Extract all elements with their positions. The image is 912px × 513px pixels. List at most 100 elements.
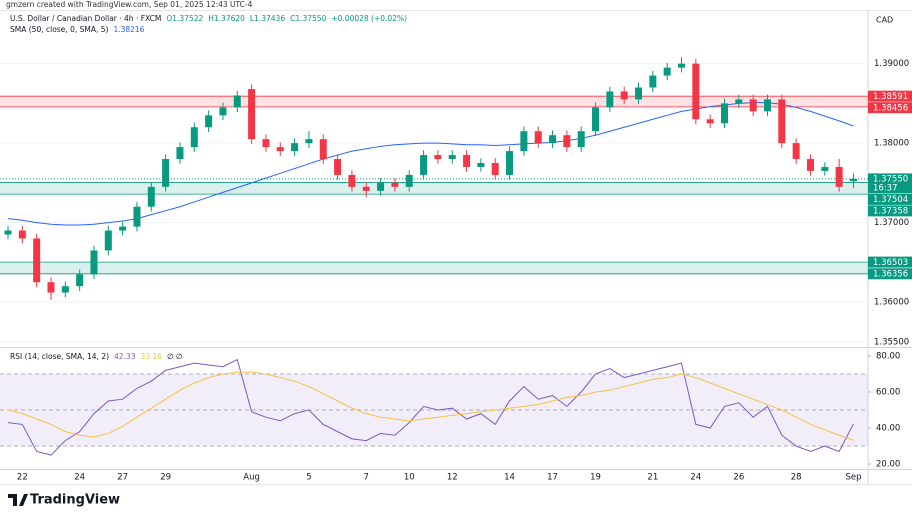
candle-body [18, 230, 26, 239]
y-tick-label: 1.37000 [874, 218, 909, 228]
price-label-bg [868, 205, 912, 217]
candle-body [305, 139, 313, 144]
candle-body [434, 155, 442, 160]
candle-body [176, 147, 184, 160]
candle-body [133, 206, 141, 227]
legend-text: 33.16 [141, 352, 163, 361]
price-label: 1.36503 [873, 258, 908, 268]
y-tick-label: 1.39000 [874, 59, 909, 69]
x-tick-label: 7 [364, 473, 369, 483]
candle-body [849, 178, 857, 182]
x-tick-label: Sep [845, 473, 861, 483]
candle-body [233, 95, 241, 108]
candle-body [362, 186, 370, 191]
candle-body [162, 159, 170, 187]
brand: TradingView [30, 493, 120, 508]
legend-text: +0.00028 (+0.02%) [331, 14, 407, 23]
candle-body [534, 131, 542, 144]
candle-body [205, 115, 213, 128]
candle-body [549, 135, 557, 144]
rsi-line [7, 371, 854, 441]
x-tick-label: 19 [590, 473, 601, 483]
zone [0, 96, 868, 107]
legend-text: 42.33 [114, 352, 136, 361]
x-tick-label: 26 [733, 473, 744, 483]
x-tick-label: 5 [306, 473, 311, 483]
price-label-bg [868, 102, 912, 114]
legend-text: ∅ ∅ [167, 352, 182, 361]
candle-body [692, 63, 700, 120]
candle-body [649, 75, 657, 88]
price-label: 1.38456 [873, 103, 908, 113]
candle-body [663, 67, 671, 76]
legend-text: 1.38216 [113, 25, 144, 34]
x-tick-label: 29 [160, 473, 171, 483]
x-tick-label: 22 [17, 473, 28, 483]
candle-body [104, 230, 112, 251]
candle-body [491, 163, 499, 175]
x-tick-label: Aug [243, 473, 260, 483]
y-tick-label: 20.00 [876, 460, 900, 470]
price-label: 1.37504 [873, 195, 908, 205]
x-tick-label: 24 [74, 473, 85, 483]
candle-body [821, 166, 829, 171]
candle-body [806, 159, 814, 171]
candle-body [706, 119, 714, 124]
legend-text: C1.37550 [290, 14, 326, 23]
candle-body [592, 107, 600, 132]
candle-body [448, 155, 456, 160]
candle-body [735, 99, 743, 104]
price-label: 1.37358 [873, 207, 908, 217]
candle-body [391, 182, 399, 187]
price-label-bg [868, 256, 912, 268]
legend-text: U.S. Dollar / Canadian Dollar · 4h · FXC… [10, 14, 161, 23]
candle-body [606, 91, 614, 108]
candle-body [147, 186, 155, 207]
y-tick-label: 40.00 [876, 424, 900, 434]
zone [0, 262, 868, 274]
candle-body [463, 155, 471, 167]
zone [0, 182, 868, 195]
price-label-bg [868, 268, 912, 280]
candle-body [620, 91, 628, 100]
candle-body [763, 99, 771, 112]
candle-body [291, 143, 299, 152]
candle-body [4, 230, 12, 235]
candle-body [749, 99, 757, 112]
candle-body [47, 282, 55, 293]
price-label: 1.36356 [873, 270, 908, 280]
candle-body [276, 147, 284, 152]
candle-body [792, 143, 800, 160]
currency: CAD [876, 16, 893, 25]
candle-body [377, 182, 385, 191]
legend-text: H1.37620 [208, 14, 245, 23]
candle-body [61, 286, 69, 293]
y-tick-label: 1.38000 [874, 139, 909, 149]
x-tick-label: 27 [117, 473, 128, 483]
watermark: gmzern created with TradingView.com, Sep… [6, 0, 253, 9]
legend-text: O1.37522 [166, 14, 203, 23]
price-label: 1.37550 [873, 175, 908, 185]
rsi-line [7, 358, 854, 456]
legend-text: RSI (14, close, SMA, 14, 2) [10, 352, 109, 361]
candle-body [33, 238, 41, 283]
y-tick-label: 80.00 [876, 351, 900, 361]
sma-line [7, 102, 854, 226]
price-label-bg [868, 193, 912, 205]
price-label: 1.38591 [873, 92, 908, 102]
candle-body [577, 131, 585, 148]
candle-body [778, 99, 786, 144]
candle-body [835, 166, 843, 187]
candle-body [635, 87, 643, 100]
candle-body [262, 139, 270, 148]
candle-body [76, 274, 84, 287]
candle-body [477, 163, 485, 167]
candle-body [119, 226, 127, 231]
x-tick-label: 28 [791, 473, 802, 483]
candle-body [334, 159, 342, 175]
legend-text: SMA (50, close, 0, SMA, 5) [10, 25, 109, 34]
candle-body [405, 174, 413, 187]
candle-body [248, 89, 256, 140]
price-label: 16:37 [873, 184, 898, 194]
